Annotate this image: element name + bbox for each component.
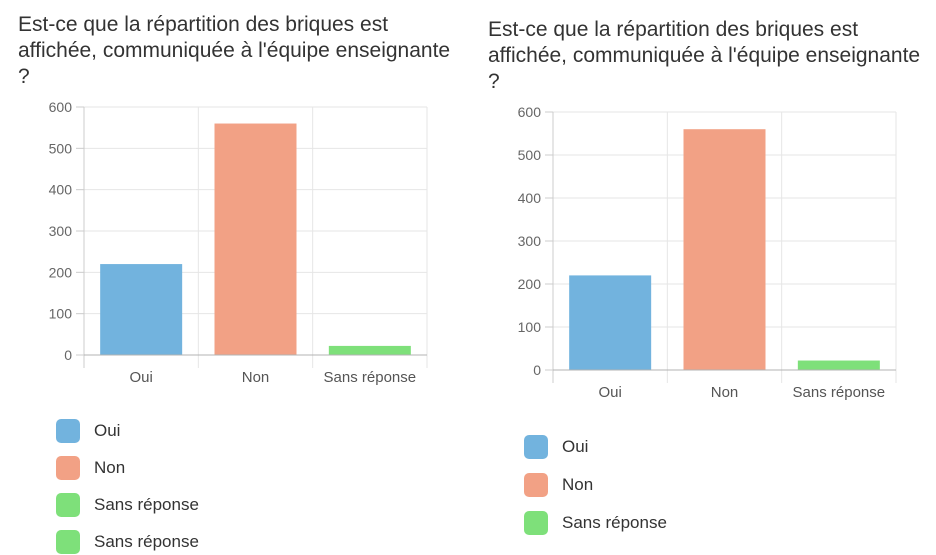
bar-sans-r-ponse — [328, 345, 411, 355]
y-tick-label: 500 — [518, 147, 542, 163]
legend-swatch — [56, 419, 80, 443]
legend-label: Non — [94, 458, 126, 477]
x-category-label: Non — [711, 384, 739, 401]
legend-swatch — [56, 493, 80, 517]
legend-swatch — [56, 530, 80, 554]
x-category-label: Sans réponse — [324, 369, 417, 386]
legend-label: Sans réponse — [562, 513, 667, 532]
bar-non — [214, 123, 297, 356]
x-category-label: Non — [242, 369, 270, 386]
legend-item[interactable]: Oui — [524, 434, 588, 460]
bar-oui — [100, 264, 183, 355]
bar-chart: 0 100 200 300 400 500 600 Oui Non Sans réponse — [49, 99, 428, 386]
legend-item[interactable]: Sans réponse — [56, 529, 199, 555]
chart-panel-right: Est-ce que la répartition des briques es… — [468, 0, 936, 555]
y-tick-label: 200 — [518, 276, 542, 292]
legend-label: Oui — [562, 437, 589, 456]
x-category-label: Oui — [129, 369, 152, 386]
bar-non — [683, 129, 766, 370]
legend-swatch — [56, 456, 80, 480]
y-tick-label: 400 — [518, 190, 542, 206]
legend-swatch — [524, 435, 548, 459]
chart-legend: Oui Non Sans réponse Sans réponse — [56, 418, 456, 555]
bar-chart: 0 100 200 300 400 500 600 Oui Non Sans réponse — [518, 104, 897, 401]
x-category-label: Oui — [598, 384, 621, 401]
legend-swatch — [524, 473, 548, 497]
legend-swatch — [524, 511, 548, 535]
bar-oui — [569, 275, 652, 370]
y-tick-label: 0 — [533, 362, 541, 378]
y-tick-label: 500 — [49, 140, 73, 156]
y-tick-label: 300 — [49, 223, 73, 239]
y-tick-label: 600 — [49, 99, 73, 115]
legend-item[interactable]: Non — [56, 455, 125, 481]
y-tick-label: 400 — [49, 182, 73, 198]
chart-panel-left: Est-ce que la répartition des briques es… — [18, 13, 456, 555]
chart-title: Est-ce que la répartition des briques es… — [488, 18, 921, 93]
legend-item[interactable]: Sans réponse — [524, 510, 667, 536]
y-tick-label: 200 — [49, 264, 73, 280]
y-tick-label: 0 — [64, 347, 72, 363]
legend-item[interactable]: Sans réponse — [56, 492, 199, 518]
chart-title: Est-ce que la répartition des briques es… — [18, 13, 451, 88]
x-category-label: Sans réponse — [793, 384, 886, 401]
bar-sans-r-ponse — [797, 360, 880, 370]
legend-label: Sans réponse — [94, 532, 199, 551]
legend-label: Oui — [94, 421, 121, 440]
legend-item[interactable]: Non — [524, 472, 593, 498]
legend-label: Sans réponse — [94, 495, 199, 514]
y-tick-label: 300 — [518, 233, 542, 249]
y-tick-label: 600 — [518, 104, 542, 120]
legend-label: Non — [562, 475, 594, 494]
chart-legend: Oui Non Sans réponse — [524, 434, 924, 555]
y-tick-label: 100 — [518, 319, 542, 335]
y-tick-label: 100 — [49, 306, 73, 322]
legend-item[interactable]: Oui — [56, 418, 120, 444]
